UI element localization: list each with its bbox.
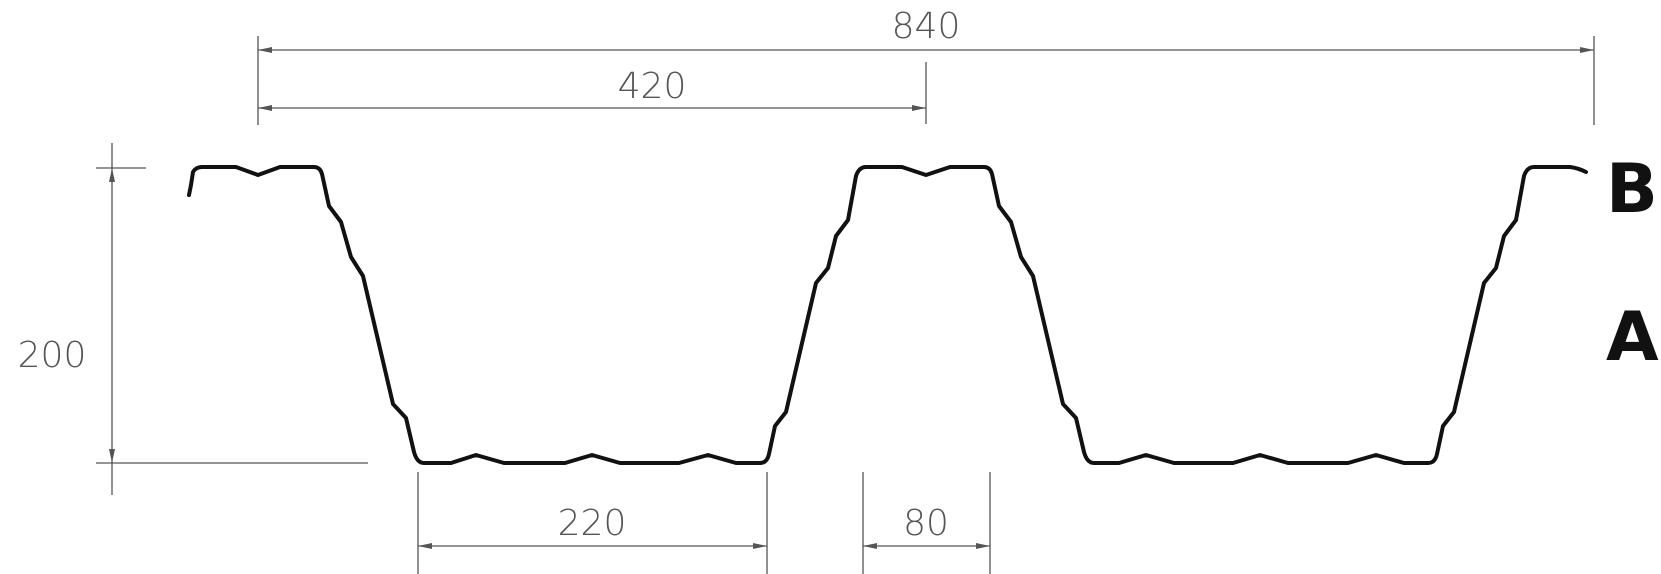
arrow-left-840 [258, 47, 272, 53]
dimension-220: 220 [417, 472, 768, 574]
arrow-right-420 [912, 105, 926, 111]
dimension-840: 840 [257, 6, 1595, 125]
arrow-left-80 [863, 543, 877, 549]
label-side-a: A [1606, 298, 1659, 377]
dimension-label-840: 840 [892, 6, 961, 47]
dimension-420: 420 [258, 62, 927, 124]
arrow-left-420 [258, 105, 272, 111]
dimension-label-200: 200 [18, 335, 87, 376]
arrow-bottom-200 [109, 449, 115, 463]
arrow-left-220 [418, 543, 432, 549]
dimension-200: 200 [18, 143, 368, 495]
arrow-right-840 [1580, 47, 1594, 53]
dimension-label-80: 80 [903, 503, 949, 544]
arrow-top-200 [109, 168, 115, 182]
label-side-b: B [1606, 150, 1658, 229]
dimension-80: 80 [862, 472, 991, 574]
dimension-label-220: 220 [558, 503, 627, 544]
dimension-label-420: 420 [618, 66, 687, 107]
arrow-right-220 [753, 543, 767, 549]
sheet-profile-outline [187, 165, 1588, 465]
arrow-right-80 [976, 543, 990, 549]
